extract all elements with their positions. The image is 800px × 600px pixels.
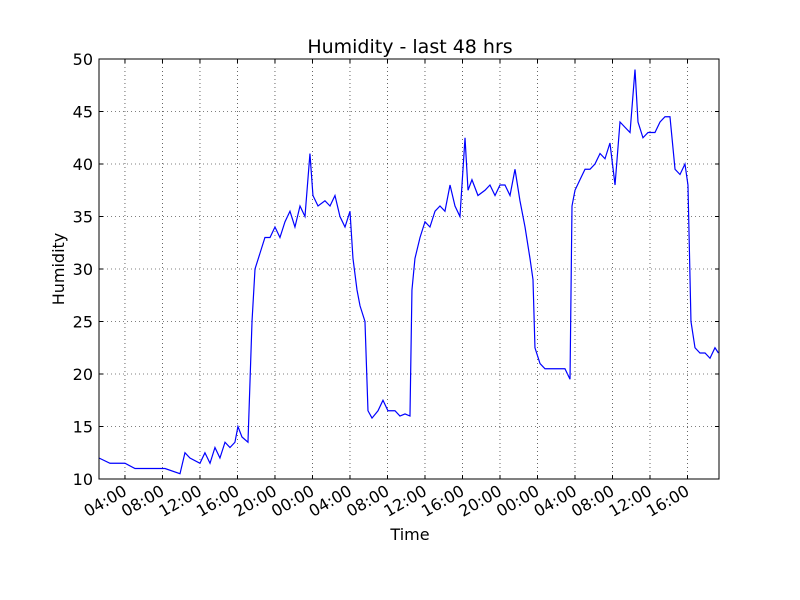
x-axis-label: Time bbox=[389, 525, 429, 544]
plot-frame bbox=[98, 58, 720, 480]
y-tick-label: 30 bbox=[73, 260, 93, 279]
chart-title: Humidity - last 48 hrs bbox=[307, 36, 512, 58]
y-tick-label: 35 bbox=[73, 208, 93, 227]
y-axis-label: Humidity bbox=[49, 233, 68, 306]
y-tick-label: 25 bbox=[73, 313, 93, 332]
y-tick-label: 10 bbox=[73, 470, 93, 489]
y-tick-label: 40 bbox=[73, 155, 93, 174]
data-line bbox=[98, 69, 719, 475]
y-tick-label: 50 bbox=[73, 50, 93, 69]
y-tick-label: 45 bbox=[73, 103, 93, 122]
y-tick-label: 20 bbox=[73, 365, 93, 384]
y-tick-label: 15 bbox=[73, 418, 93, 437]
